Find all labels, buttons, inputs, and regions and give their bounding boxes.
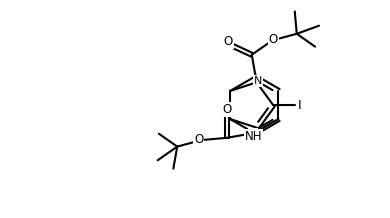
- Text: I: I: [297, 99, 301, 111]
- Text: N: N: [254, 76, 262, 86]
- Text: O: O: [269, 33, 278, 46]
- Text: O: O: [223, 35, 233, 48]
- Text: NH: NH: [245, 129, 262, 143]
- Text: N: N: [249, 129, 257, 139]
- Text: O: O: [222, 102, 231, 116]
- Text: O: O: [194, 133, 203, 146]
